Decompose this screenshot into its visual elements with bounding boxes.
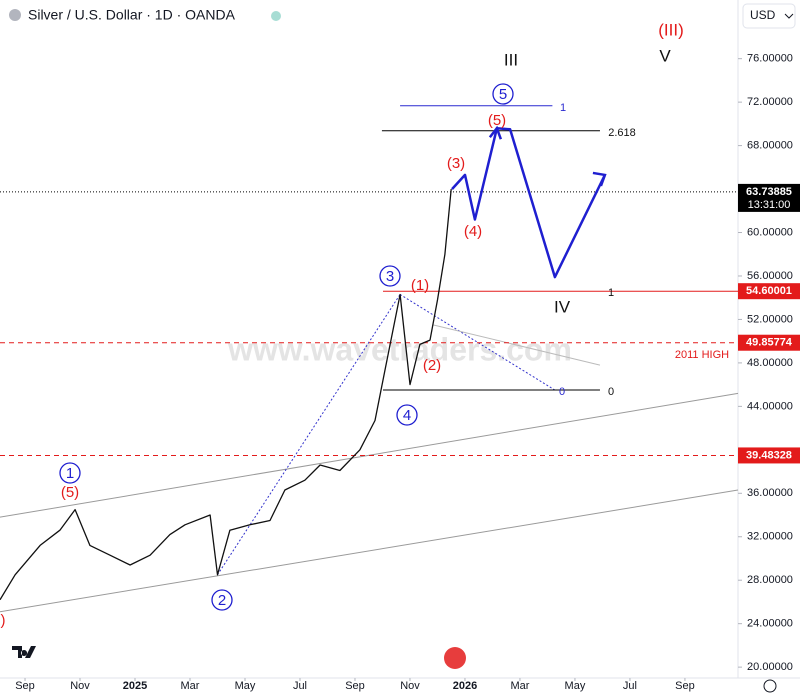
trendline <box>0 489 739 613</box>
wave-label: ) <box>1 612 6 629</box>
y-tick-label: 76.00000 <box>747 53 793 65</box>
y-tick-label: 56.00000 <box>747 270 793 282</box>
arrow-head <box>592 171 607 187</box>
price-tag-label: 49.85774 <box>746 337 793 349</box>
x-tick-label: Sep <box>675 680 695 692</box>
wave-label: 2 <box>218 592 226 609</box>
x-tick-label: Mar <box>510 680 529 692</box>
chart-title: Silver / U.S. Dollar · 1D · OANDA <box>28 7 236 23</box>
x-tick-label: Mar <box>181 680 200 692</box>
y-tick-label: 72.00000 <box>747 96 793 108</box>
wave-circle <box>396 404 418 426</box>
price-tag-label: 54.60001 <box>746 285 792 297</box>
wave-label: 0 <box>608 386 614 398</box>
y-tick-label: 28.00000 <box>747 574 793 586</box>
wave-label: (3) <box>447 155 465 172</box>
wave-label: (III) <box>658 20 684 39</box>
price-tag <box>738 447 800 464</box>
wave-label: III <box>504 50 518 69</box>
wave-circle <box>59 462 81 484</box>
tv-logo <box>12 646 36 658</box>
x-tick-label: May <box>235 680 256 692</box>
x-tick-label: Jul <box>623 680 637 692</box>
plot-area <box>0 105 739 613</box>
wave-label: 1 <box>608 287 614 299</box>
wave-label: (1) <box>411 277 429 294</box>
wave-label: 0 <box>559 386 565 398</box>
y-tick-label: 60.00000 <box>747 226 793 238</box>
flag-icon <box>444 647 466 669</box>
price-line <box>0 189 452 601</box>
y-tick-label: 48.00000 <box>747 357 793 369</box>
y-tick-label: 24.00000 <box>747 618 793 630</box>
x-tick-label: Nov <box>400 680 420 692</box>
wave-label: 2011 HIGH <box>675 349 729 361</box>
price-tag-label: 39.48328 <box>746 449 792 461</box>
wave-label: IV <box>554 297 571 316</box>
y-tick-label: 36.00000 <box>747 487 793 499</box>
y-tick-label: 32.00000 <box>747 531 793 543</box>
wave-label: 1 <box>66 465 74 482</box>
y-tick-label: 20.00000 <box>747 661 793 673</box>
arrow-head <box>488 125 503 140</box>
countdown-label: 13:31:00 <box>748 199 791 211</box>
trendline <box>432 324 601 366</box>
wave-label: 1 <box>560 102 566 114</box>
price-tag <box>738 334 800 351</box>
wave-label: 2.618 <box>608 127 636 139</box>
x-tick-label: 2026 <box>453 680 477 692</box>
x-tick-label: May <box>565 680 586 692</box>
wave-label: 3 <box>386 268 394 285</box>
x-tick-label: 2025 <box>123 680 147 692</box>
currency-caret <box>784 13 794 19</box>
watermark: www.wavetraders.com <box>227 331 572 367</box>
y-tick-label: 68.00000 <box>747 140 793 152</box>
symbol-icon <box>9 9 21 21</box>
wave-label: (5) <box>488 112 506 129</box>
x-tick-label: Sep <box>15 680 35 692</box>
price-tag <box>738 283 800 300</box>
wave-circle <box>379 265 401 287</box>
wave-label: (5) <box>61 484 79 501</box>
wave-circle <box>492 83 514 105</box>
wave-label: V <box>659 46 671 65</box>
wave-label: (2) <box>423 357 441 374</box>
x-tick-label: Jul <box>293 680 307 692</box>
wave-label: (4) <box>464 223 482 240</box>
currency-label: USD <box>750 8 776 22</box>
x-tick-label: Sep <box>345 680 365 692</box>
y-tick-label: 52.00000 <box>747 313 793 325</box>
status-dot <box>271 11 281 21</box>
y-tick-label: 44.00000 <box>747 400 793 412</box>
price-tag <box>738 183 800 212</box>
wave-label: 4 <box>403 407 411 424</box>
x-tick-label: Nov <box>70 680 90 692</box>
currency-button[interactable] <box>742 3 796 29</box>
price-tag-label: 63.73885 <box>746 186 792 198</box>
wave-label: 5 <box>499 86 507 103</box>
settings-icon[interactable] <box>763 679 777 693</box>
wave-circle <box>211 589 233 611</box>
